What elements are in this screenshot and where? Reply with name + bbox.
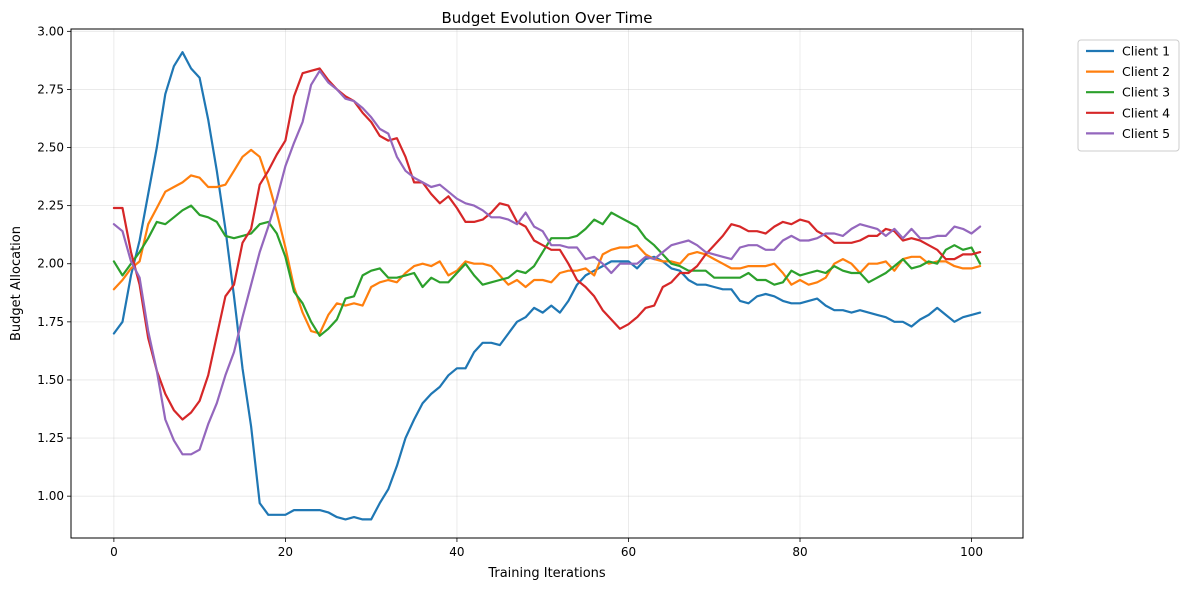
- y-tick-label: 2.00: [37, 257, 64, 271]
- legend-label-client-3: Client 3: [1122, 85, 1170, 100]
- legend: Client 1 Client 2 Client 3 Client 4 Client 5: [1077, 39, 1180, 152]
- y-tick-label: 2.50: [37, 141, 64, 155]
- y-tick-label: 1.50: [37, 373, 64, 387]
- legend-label-client-1: Client 1: [1122, 44, 1170, 59]
- x-tick-label: 60: [621, 545, 636, 559]
- legend-label-client-4: Client 4: [1122, 105, 1170, 120]
- y-tick-label: 2.25: [37, 199, 64, 213]
- series-line-client-2: [112, 148, 982, 335]
- series-line-client-4: [112, 67, 982, 421]
- series-line-client-5: [112, 69, 982, 456]
- series-lines: [112, 51, 982, 521]
- legend-label-client-5: Client 5: [1122, 126, 1170, 141]
- y-tick-label: 1.00: [37, 489, 64, 503]
- x-axis-title: Training Iterations: [487, 566, 606, 581]
- y-tick-label: 1.25: [37, 431, 64, 445]
- series-line-client-3: [112, 204, 982, 337]
- y-tick-label: 3.00: [37, 24, 64, 38]
- y-axis-title: Budget Allocation: [9, 226, 24, 341]
- chart-title: Budget Evolution Over Time: [442, 9, 653, 27]
- y-axis-ticks: 1.00 1.25 1.50 1.75 2.00 2.25 2.50 2.75 3.00: [37, 24, 71, 503]
- x-tick-label: 0: [110, 545, 118, 559]
- legend-box: [1077, 39, 1180, 152]
- y-tick-label: 1.75: [37, 315, 64, 329]
- x-tick-label: 100: [960, 545, 983, 559]
- legend-label-client-2: Client 2: [1122, 64, 1170, 79]
- x-tick-label: 20: [278, 545, 293, 559]
- x-tick-label: 40: [449, 545, 464, 559]
- series-line-client-1: [112, 51, 982, 521]
- y-tick-label: 2.75: [37, 82, 64, 96]
- x-tick-label: 80: [792, 545, 807, 559]
- x-axis-ticks: 0 20 40 60 80 100: [110, 538, 983, 559]
- plot-frame: [70, 28, 1024, 539]
